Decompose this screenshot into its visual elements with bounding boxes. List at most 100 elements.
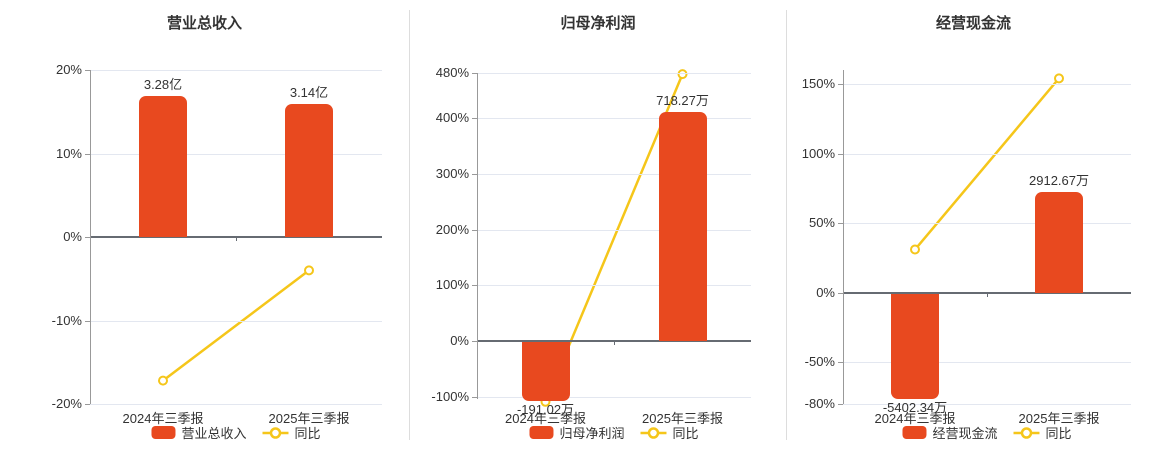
legend-item-line-series[interactable]: 同比 [1013,423,1072,442]
y-axis-tick [472,229,477,231]
x-axis-label: 2024年三季报 [874,411,956,426]
bar-value-label: 3.28亿 [143,76,183,92]
y-tick-label: 100% [801,145,835,161]
legend-label: 营业总收入 [181,426,247,441]
y-tick-label: -20% [51,396,82,411]
y-tick-label: -10% [51,312,82,328]
gridline [90,404,382,405]
y-axis-tick [85,237,90,238]
gridline [843,362,1131,364]
cash-flow-bar-2[interactable] [1035,192,1083,293]
y-axis-tick [472,285,477,287]
legend-item-line-series[interactable]: 同比 [640,423,699,442]
gridline [477,73,751,74]
y-tick-label: 100% [435,277,469,293]
y-tick-label: -80% [804,396,835,411]
x-axis-label: 2024年三季报 [505,411,586,426]
y-axis-line [90,70,91,404]
x-axis-label: 2024年三季报 [122,411,204,426]
y-tick-label: 200% [435,221,469,237]
gridline [477,229,751,231]
y-axis-tick [472,397,477,399]
legend-item-bar-series[interactable]: 归母净利润 [529,423,625,442]
gridline [843,153,1131,155]
x-axis-tick [987,292,988,297]
y-tick-label: 480% [435,65,469,80]
bar-swatch-icon [902,426,927,439]
y-axis-tick [85,320,90,322]
chart-legend: 营业总收入 同比 [151,423,321,442]
bar-value-label: -5402.34万 [882,400,948,416]
y-tick-label: 20% [55,62,82,77]
y-axis-tick [838,404,843,405]
bar-value-label: -191.02万 [516,401,575,417]
y-tick-label: -50% [804,354,835,370]
legend-label: 同比 [672,426,699,441]
net-profit-bar-2[interactable] [658,112,707,342]
y-axis-tick [85,70,90,71]
gridline [90,70,382,71]
y-tick-label: 150% [801,75,835,91]
y-axis-tick [838,362,843,364]
legend-item-bar-series[interactable]: 经营现金流 [902,423,998,442]
legend-label: 同比 [1045,426,1072,441]
chart-panel-net-profit: 归母净利润 [410,0,786,450]
chart-title: 经营现金流 [935,15,1011,32]
net-profit-bar-1[interactable] [521,342,570,401]
chart-title: 营业总收入 [166,15,242,32]
line-marker-icon [262,426,289,439]
gridline [477,117,751,119]
cash-flow-bar-1[interactable] [891,293,939,400]
y-axis-tick [838,83,843,85]
x-axis-tick [614,341,615,346]
legend-label: 同比 [294,426,321,441]
panel-divider [409,10,410,440]
legend-item-line-series[interactable]: 同比 [262,423,321,442]
y-axis-tick [85,404,90,405]
y-tick-label: 50% [808,215,835,231]
y-axis-tick [472,341,477,343]
bar-swatch-icon [151,426,176,439]
legend-label: 归母净利润 [559,426,625,441]
line-marker-icon [640,426,667,439]
line-marker-icon [1013,426,1040,439]
gridline [90,320,382,322]
chart-legend: 归母净利润 同比 [529,423,699,442]
x-axis-label: 2025年三季报 [268,411,350,426]
chart-legend: 经营现金流 同比 [902,423,1072,442]
y-tick-label: -100% [431,389,469,405]
gridline [477,397,751,399]
legend-item-bar-series[interactable]: 营业总收入 [151,423,247,442]
bar-value-label: 718.27万 [656,93,709,109]
x-axis-label: 2025年三季报 [1018,411,1100,426]
y-axis-tick [85,153,90,155]
y-tick-label: 0% [450,333,469,349]
chart-panel-revenue: 营业总收入 [0,0,409,450]
gridline [843,223,1131,225]
gridline [477,173,751,175]
bar-value-label: 3.14亿 [289,85,329,101]
revenue-bar-2[interactable] [285,104,333,237]
y-tick-label: 10% [55,145,82,161]
legend-label: 经营现金流 [932,426,998,441]
chart-panel-cash-flow: 经营现金流 [787,0,1160,450]
revenue-bar-1[interactable] [139,95,187,237]
gridline [843,83,1131,85]
y-tick-label: 300% [435,165,469,181]
y-axis-tick [838,292,843,294]
y-axis-tick [838,153,843,155]
y-tick-label: 0% [63,229,82,244]
panel-divider [786,10,787,440]
y-axis-tick [472,173,477,175]
y-axis-tick [472,117,477,119]
gridline [843,404,1131,405]
chart-title: 归母净利润 [560,15,636,32]
bar-swatch-icon [529,426,554,439]
y-tick-label: 0% [816,284,835,300]
bar-value-label: 2912.67万 [1029,173,1089,189]
gridline [90,153,382,155]
gridline [477,285,751,287]
y-tick-label: 400% [435,109,469,125]
y-axis-line [843,70,844,404]
